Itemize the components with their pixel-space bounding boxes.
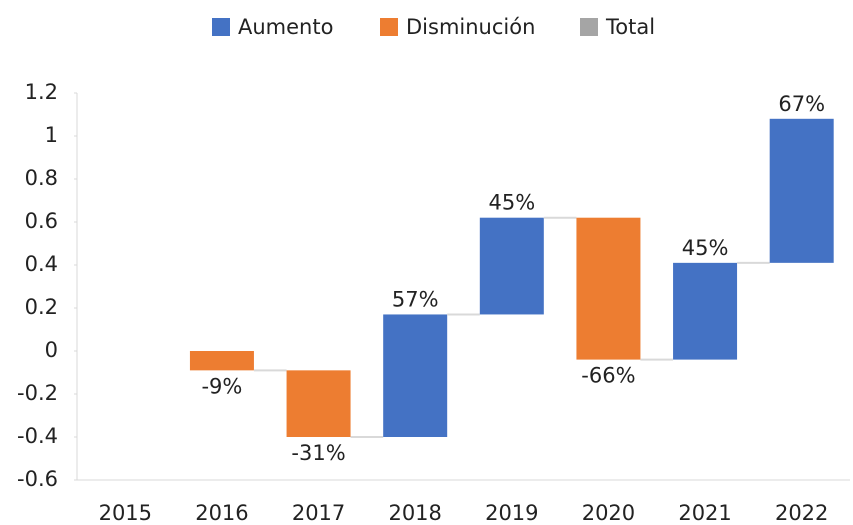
y-tick-label: 0.4 (25, 252, 58, 276)
x-tick-label: 2022 (775, 501, 828, 525)
y-tick-label: -0.4 (17, 424, 58, 448)
value-label: -66% (581, 364, 635, 388)
bar (383, 314, 448, 437)
legend-label: Aumento (238, 15, 333, 39)
legend-swatch (580, 18, 598, 36)
y-tick-label: 0.2 (25, 295, 58, 319)
y-tick-label: 1.2 (25, 80, 58, 104)
bar (769, 118, 834, 263)
y-tick-label: -0.2 (17, 381, 58, 405)
value-label: 45% (488, 191, 535, 215)
y-tick-label: 0.8 (25, 166, 58, 190)
legend-label: Total (605, 15, 655, 39)
value-label: 57% (392, 287, 439, 311)
x-tick-label: 2017 (292, 501, 345, 525)
value-label: 45% (682, 236, 729, 260)
value-label: -31% (291, 441, 345, 465)
x-tick-label: 2021 (678, 501, 731, 525)
x-tick-label: 2015 (99, 501, 152, 525)
x-tick-label: 2018 (388, 501, 441, 525)
bar (673, 262, 738, 360)
legend-swatch (380, 18, 398, 36)
value-label: -9% (201, 374, 242, 398)
y-tick-label: -0.6 (17, 467, 58, 491)
x-tick-label: 2020 (582, 501, 635, 525)
y-tick-label: 1 (45, 123, 58, 147)
bar (576, 217, 641, 360)
bar (189, 351, 254, 371)
bar (286, 370, 351, 437)
y-tick-label: 0.6 (25, 209, 58, 233)
bar (479, 217, 544, 315)
x-tick-label: 2016 (195, 501, 248, 525)
y-tick-label: 0 (45, 338, 58, 362)
legend-label: Disminución (406, 15, 535, 39)
legend-swatch (212, 18, 230, 36)
value-label: 67% (778, 92, 825, 116)
x-tick-label: 2019 (485, 501, 538, 525)
